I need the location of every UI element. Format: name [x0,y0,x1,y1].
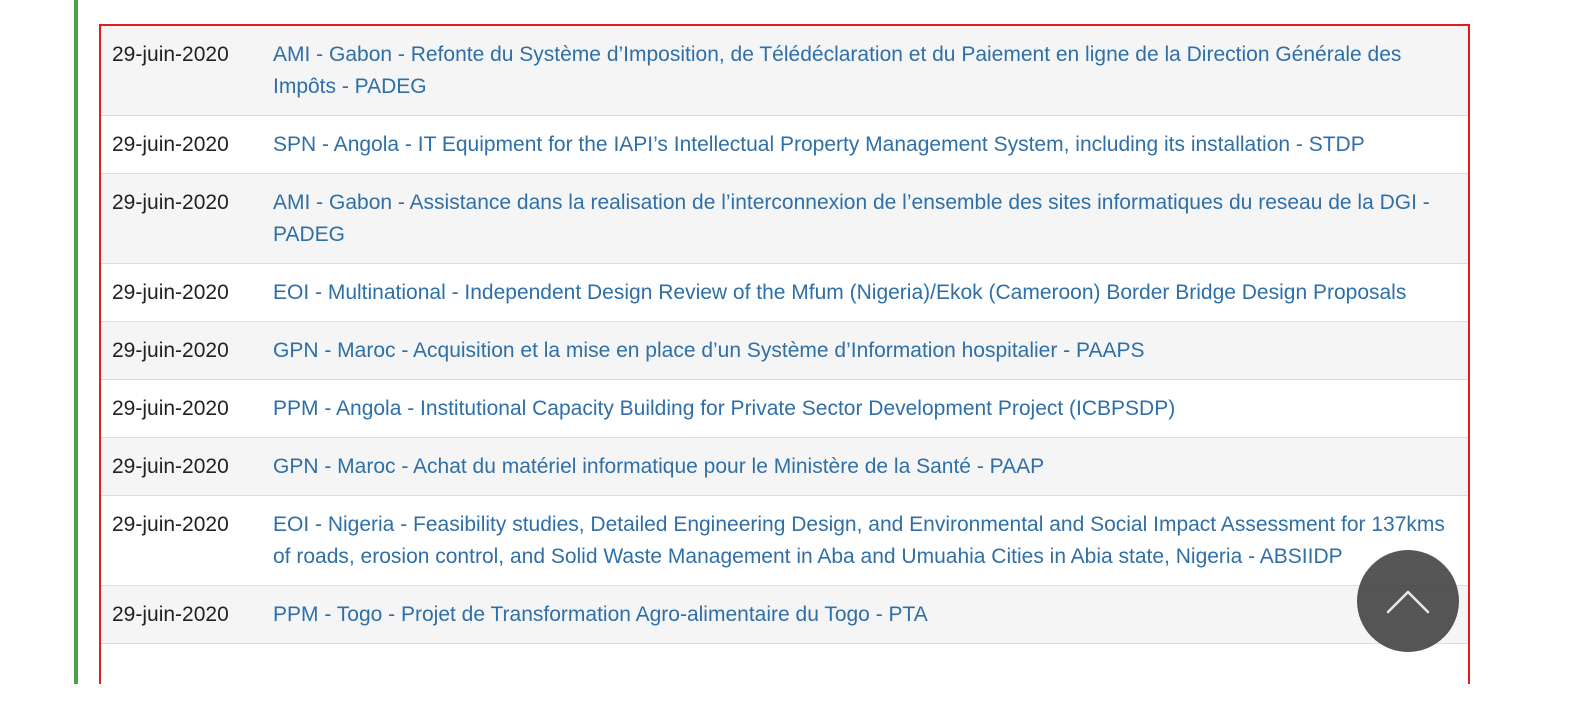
table-row: 29-juin-2020 AMI - Gabon - Assistance da… [101,173,1468,264]
table-row: 29-juin-2020 PPM - Angola - Institutiona… [101,379,1468,438]
notice-date: 29-juin-2020 [101,26,263,116]
notice-title-cell: PPM - Togo - Projet de Transformation Ag… [263,585,1468,644]
chevron-up-icon [1386,590,1430,614]
scroll-to-top-button[interactable] [1357,550,1459,652]
table-row: 29-juin-2020 GPN - Maroc - Acquisition e… [101,321,1468,380]
table-row: 29-juin-2020 AMI - Gabon - Refonte du Sy… [101,26,1468,116]
notice-title-cell: AMI - Gabon - Refonte du Système d’Impos… [263,26,1468,116]
notices-table: 29-juin-2020 AMI - Gabon - Refonte du Sy… [101,26,1468,644]
notice-date: 29-juin-2020 [101,495,263,586]
notice-date: 29-juin-2020 [101,173,263,264]
notice-title-cell: PPM - Angola - Institutional Capacity Bu… [263,379,1468,438]
notice-date: 29-juin-2020 [101,379,263,438]
notice-link[interactable]: GPN - Maroc - Achat du matériel informat… [273,455,1045,478]
notice-date: 29-juin-2020 [101,263,263,322]
notice-link[interactable]: EOI - Multinational - Independent Design… [273,281,1407,304]
table-row: 29-juin-2020 PPM - Togo - Projet de Tran… [101,585,1468,644]
notice-title-cell: EOI - Multinational - Independent Design… [263,263,1468,322]
notice-date: 29-juin-2020 [101,437,263,496]
notices-list-panel: 29-juin-2020 AMI - Gabon - Refonte du Sy… [99,24,1470,684]
table-row: 29-juin-2020 GPN - Maroc - Achat du maté… [101,437,1468,496]
table-row: 29-juin-2020 EOI - Nigeria - Feasibility… [101,495,1468,586]
notice-title-cell: SPN - Angola - IT Equipment for the IAPI… [263,115,1468,174]
notice-link[interactable]: PPM - Togo - Projet de Transformation Ag… [273,603,928,626]
notice-link[interactable]: EOI - Nigeria - Feasibility studies, Det… [273,513,1445,568]
table-row: 29-juin-2020 SPN - Angola - IT Equipment… [101,115,1468,174]
notice-title-cell: GPN - Maroc - Achat du matériel informat… [263,437,1468,496]
notice-link[interactable]: AMI - Gabon - Assistance dans la realisa… [273,191,1430,246]
notice-title-cell: GPN - Maroc - Acquisition et la mise en … [263,321,1468,380]
notice-date: 29-juin-2020 [101,115,263,174]
notice-link[interactable]: SPN - Angola - IT Equipment for the IAPI… [273,133,1365,156]
notice-link[interactable]: PPM - Angola - Institutional Capacity Bu… [273,397,1176,420]
notice-link[interactable]: GPN - Maroc - Acquisition et la mise en … [273,339,1145,362]
table-row: 29-juin-2020 EOI - Multinational - Indep… [101,263,1468,322]
notice-title-cell: AMI - Gabon - Assistance dans la realisa… [263,173,1468,264]
notice-date: 29-juin-2020 [101,321,263,380]
notice-date: 29-juin-2020 [101,585,263,644]
left-accent-rule [74,0,78,684]
notice-link[interactable]: AMI - Gabon - Refonte du Système d’Impos… [273,43,1402,98]
notice-title-cell: EOI - Nigeria - Feasibility studies, Det… [263,495,1468,586]
